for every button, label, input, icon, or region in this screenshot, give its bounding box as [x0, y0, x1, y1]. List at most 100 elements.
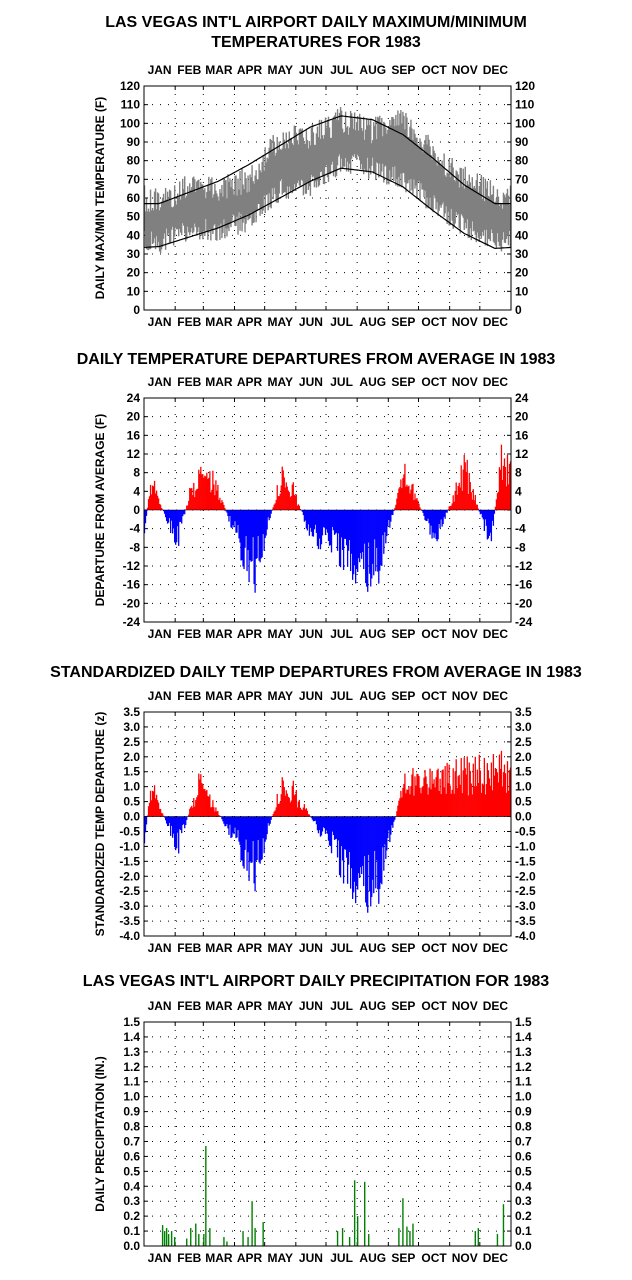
month-label-bottom: SEP [391, 315, 415, 329]
month-label-bottom: OCT [421, 315, 447, 329]
y-tick-label-left: 1.1 [123, 1075, 140, 1089]
y-tick-label-right: 1.4 [515, 1030, 532, 1044]
month-label-top: JAN [148, 63, 172, 77]
month-label-top: FEB [177, 375, 201, 389]
y-tick-label-right: 70 [515, 172, 529, 186]
y-tick-label-right: -12 [515, 559, 533, 573]
chart-title-standardized: STANDARDIZED DAILY TEMP DEPARTURES FROM … [50, 664, 582, 681]
y-tick-label-left: 3.5 [123, 705, 140, 719]
month-label-top: JUL [330, 999, 353, 1013]
y-tick-label-right: 0.7 [515, 1134, 532, 1148]
standardized-chart: 3.5 3.53.0 3.02.5 2.52.0 2.01.5 1.51.0 1.00.5 0… [93, 689, 536, 955]
y-tick-label-right: -1.5 [515, 854, 536, 868]
departure-bars [143, 750, 512, 913]
y-tick-label-right: 0.1 [515, 1224, 532, 1238]
y-tick-label-right: -16 [515, 578, 533, 592]
month-label-top: OCT [421, 689, 447, 703]
y-tick-label-right: 50 [515, 210, 529, 224]
month-label-bottom: DEC [483, 941, 509, 955]
month-label-bottom: FEB [177, 1251, 201, 1265]
month-label-top: JUN [299, 63, 323, 77]
y-tick-label-right: 2.0 [515, 750, 532, 764]
y-tick-label-right: 1.3 [515, 1045, 532, 1059]
y-tick-label-left: 1.3 [123, 1045, 140, 1059]
y-tick-label-left: 0.1 [123, 1224, 140, 1238]
y-tick-label-left: -4 [129, 522, 140, 536]
y-tick-label-right: 20 [515, 410, 529, 424]
month-label-top: JAN [148, 689, 172, 703]
month-label-top: JUL [330, 63, 353, 77]
departure-bars [143, 444, 512, 593]
month-label-top: JUL [330, 375, 353, 389]
chart-title-departures: DAILY TEMPERATURE DEPARTURES FROM AVERAG… [76, 351, 556, 368]
month-label-top: SEP [391, 63, 415, 77]
month-label-bottom: OCT [421, 627, 447, 641]
y-tick-label-left: -2.0 [119, 869, 140, 883]
y-tick-label-right: -24 [515, 615, 533, 629]
y-tick-label-left: 70 [127, 172, 141, 186]
y-tick-label-left: 50 [127, 210, 141, 224]
month-label-bottom: JAN [148, 315, 172, 329]
month-label-top: DEC [483, 63, 509, 77]
month-label-top: NOV [452, 689, 478, 703]
y-tick-label-right: 20 [515, 266, 529, 280]
chart-title-temps-line1: LAS VEGAS INT'L AIRPORT DAILY MAXIMUM/MI… [105, 14, 527, 31]
month-label-bottom: FEB [177, 627, 201, 641]
temperature-chart: 0 0 10 10 20 20 30 30 40 40 50 50 60 60 70 70 80 80 90 90 10… [93, 63, 535, 329]
y-tick-label-left: 1.4 [123, 1030, 140, 1044]
y-tick-label-right: 0 [515, 303, 522, 317]
month-label-top: JUN [299, 689, 323, 703]
month-label-top: JAN [148, 999, 172, 1013]
y-tick-label-right: 4 [515, 484, 522, 498]
y-tick-label-left: 1.2 [123, 1060, 140, 1074]
month-label-bottom: SEP [391, 627, 415, 641]
y-tick-label-left: -12 [123, 559, 141, 573]
month-label-top: MAY [267, 375, 293, 389]
y-tick-label-left: 110 [121, 98, 141, 112]
y-tick-label-left: 100 [120, 116, 140, 130]
y-tick-label-right: 110 [515, 98, 535, 112]
plot-area [144, 1022, 511, 1246]
month-label-bottom: APR [237, 1251, 263, 1265]
y-tick-label-right: 0.6 [515, 1149, 532, 1163]
y-tick-label-left: 0.3 [123, 1194, 140, 1208]
month-label-bottom: DEC [483, 627, 509, 641]
month-label-bottom: MAY [267, 315, 293, 329]
month-label-bottom: AUG [359, 1251, 386, 1265]
y-tick-label-left: 1.0 [123, 780, 140, 794]
y-tick-label-left: -20 [123, 596, 141, 610]
normal-max-line [144, 115, 511, 205]
month-label-bottom: JUN [299, 315, 323, 329]
y-tick-label-right: 2.5 [515, 735, 532, 749]
y-tick-label-left: 16 [127, 428, 141, 442]
y-tick-label-right: -8 [515, 540, 526, 554]
plot-border [143, 1021, 512, 1247]
month-label-top: FEB [177, 999, 201, 1013]
month-label-bottom: APR [237, 941, 263, 955]
precipitation-chart: 1.5 1.51.4 1.41.3 1.31.2 1.21.1 1.11.0 1.00.9 0… [93, 999, 532, 1265]
y-tick-label-right: 0.9 [515, 1105, 532, 1119]
y-tick-label-left: 0.7 [123, 1134, 140, 1148]
month-label-top: JUL [330, 689, 353, 703]
month-label-bottom: DEC [483, 1251, 509, 1265]
month-label-bottom: AUG [359, 315, 386, 329]
month-label-top: FEB [177, 63, 201, 77]
y-tick-label-left: 30 [127, 247, 141, 261]
y-tick-label-left: 10 [127, 284, 141, 298]
month-label-bottom: MAR [205, 941, 233, 955]
month-label-bottom: JUN [299, 941, 323, 955]
y-tick-label-right: -0.5 [515, 824, 536, 838]
month-label-bottom: JUL [330, 315, 353, 329]
y-tick-label-left: 0.0 [123, 810, 140, 824]
y-tick-label-left: 2.5 [123, 735, 140, 749]
month-label-bottom: MAY [267, 941, 293, 955]
y-tick-label-left: 0.8 [123, 1120, 140, 1134]
month-label-bottom: APR [237, 627, 263, 641]
month-label-top: AUG [359, 999, 386, 1013]
y-tick-label-left: -1.0 [119, 839, 140, 853]
month-label-bottom: JUL [330, 627, 353, 641]
month-label-top: JAN [148, 375, 172, 389]
chart-title-temps-line2: TEMPERATURES FOR 1983 [211, 34, 421, 51]
y-tick-label-right: 0.4 [515, 1179, 532, 1193]
month-label-top: MAY [267, 63, 293, 77]
